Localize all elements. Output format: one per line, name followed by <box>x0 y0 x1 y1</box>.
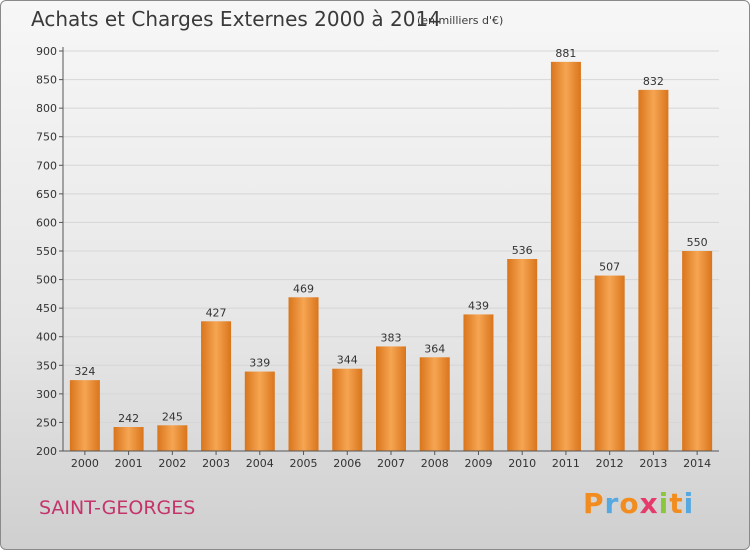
x-tick-label: 2002 <box>158 457 186 470</box>
bar <box>244 371 275 451</box>
y-tick-label: 650 <box>36 188 57 201</box>
y-tick-label: 350 <box>36 359 57 372</box>
y-tick-label: 400 <box>36 331 57 344</box>
chart-title: Achats et Charges Externes 2000 à 2014 <box>31 7 441 31</box>
bar <box>376 346 406 451</box>
logo-letter: o <box>619 487 640 520</box>
y-tick-label: 800 <box>36 102 57 115</box>
bar <box>332 368 363 451</box>
bar <box>594 275 625 451</box>
data-label: 242 <box>118 412 139 425</box>
y-tick-label: 850 <box>36 74 57 87</box>
data-label: 550 <box>687 236 708 249</box>
y-tick-label: 550 <box>36 245 57 258</box>
bar <box>638 89 669 451</box>
x-tick-label: 2007 <box>377 457 405 470</box>
logo-letter: r <box>604 487 620 520</box>
logo-letter: P <box>583 487 605 520</box>
x-tick-label: 2009 <box>464 457 492 470</box>
bar <box>507 259 538 451</box>
x-tick-label: 2013 <box>639 457 667 470</box>
logo-letter: t <box>669 487 684 520</box>
y-tick-label: 700 <box>36 159 57 172</box>
y-tick-label: 600 <box>36 216 57 229</box>
y-tick-label: 750 <box>36 131 57 144</box>
data-label: 245 <box>162 410 183 423</box>
y-tick-label: 900 <box>36 45 57 58</box>
x-tick-label: 2001 <box>115 457 143 470</box>
y-tick-label: 500 <box>36 274 57 287</box>
data-label: 427 <box>206 306 227 319</box>
bar <box>682 251 713 451</box>
data-label: 364 <box>424 342 445 355</box>
bar <box>463 314 494 451</box>
bars: 324 242 245 427 339 469 344 383 364 439 536 881 507 8… <box>69 47 713 451</box>
x-tick-label: 2005 <box>290 457 318 470</box>
bar <box>157 425 188 451</box>
bar <box>69 380 100 451</box>
data-label: 536 <box>512 244 533 257</box>
bar <box>419 357 450 451</box>
bar <box>550 61 581 451</box>
data-label: 469 <box>293 282 314 295</box>
proxiti-logo: Proxiti <box>583 487 694 520</box>
bar <box>113 427 144 451</box>
data-label: 339 <box>249 357 270 370</box>
x-tick-label: 2011 <box>552 457 580 470</box>
bar <box>288 297 319 451</box>
y-tick-label: 250 <box>36 416 57 429</box>
x-tick-label: 2014 <box>683 457 711 470</box>
logo-letter: x <box>639 487 659 520</box>
y-tick-label: 300 <box>36 388 57 401</box>
x-tick-label: 2004 <box>246 457 274 470</box>
x-tick-label: 2010 <box>508 457 536 470</box>
logo-letter: i <box>658 487 670 520</box>
data-label: 507 <box>599 261 620 274</box>
unit-note: (en milliers d'€) <box>417 14 504 27</box>
axes: 200 250 300 350 400 450 500 550 600 650 700 750 800 8… <box>36 45 719 470</box>
x-tick-label: 2006 <box>333 457 361 470</box>
data-label: 383 <box>381 331 402 344</box>
data-label: 881 <box>555 47 576 60</box>
data-label: 439 <box>468 299 489 312</box>
data-label: 324 <box>74 365 95 378</box>
x-tick-label: 2008 <box>421 457 449 470</box>
x-tick-label: 2000 <box>71 457 99 470</box>
bar <box>201 321 232 451</box>
x-tick-label: 2012 <box>596 457 624 470</box>
city-name: SAINT-GEORGES <box>39 497 196 519</box>
y-tick-label: 450 <box>36 302 57 315</box>
x-tick-label: 2003 <box>202 457 230 470</box>
data-label: 832 <box>643 75 664 88</box>
logo-letter: i <box>683 487 695 520</box>
y-tick-label: 200 <box>36 445 57 458</box>
data-label: 344 <box>337 354 358 367</box>
